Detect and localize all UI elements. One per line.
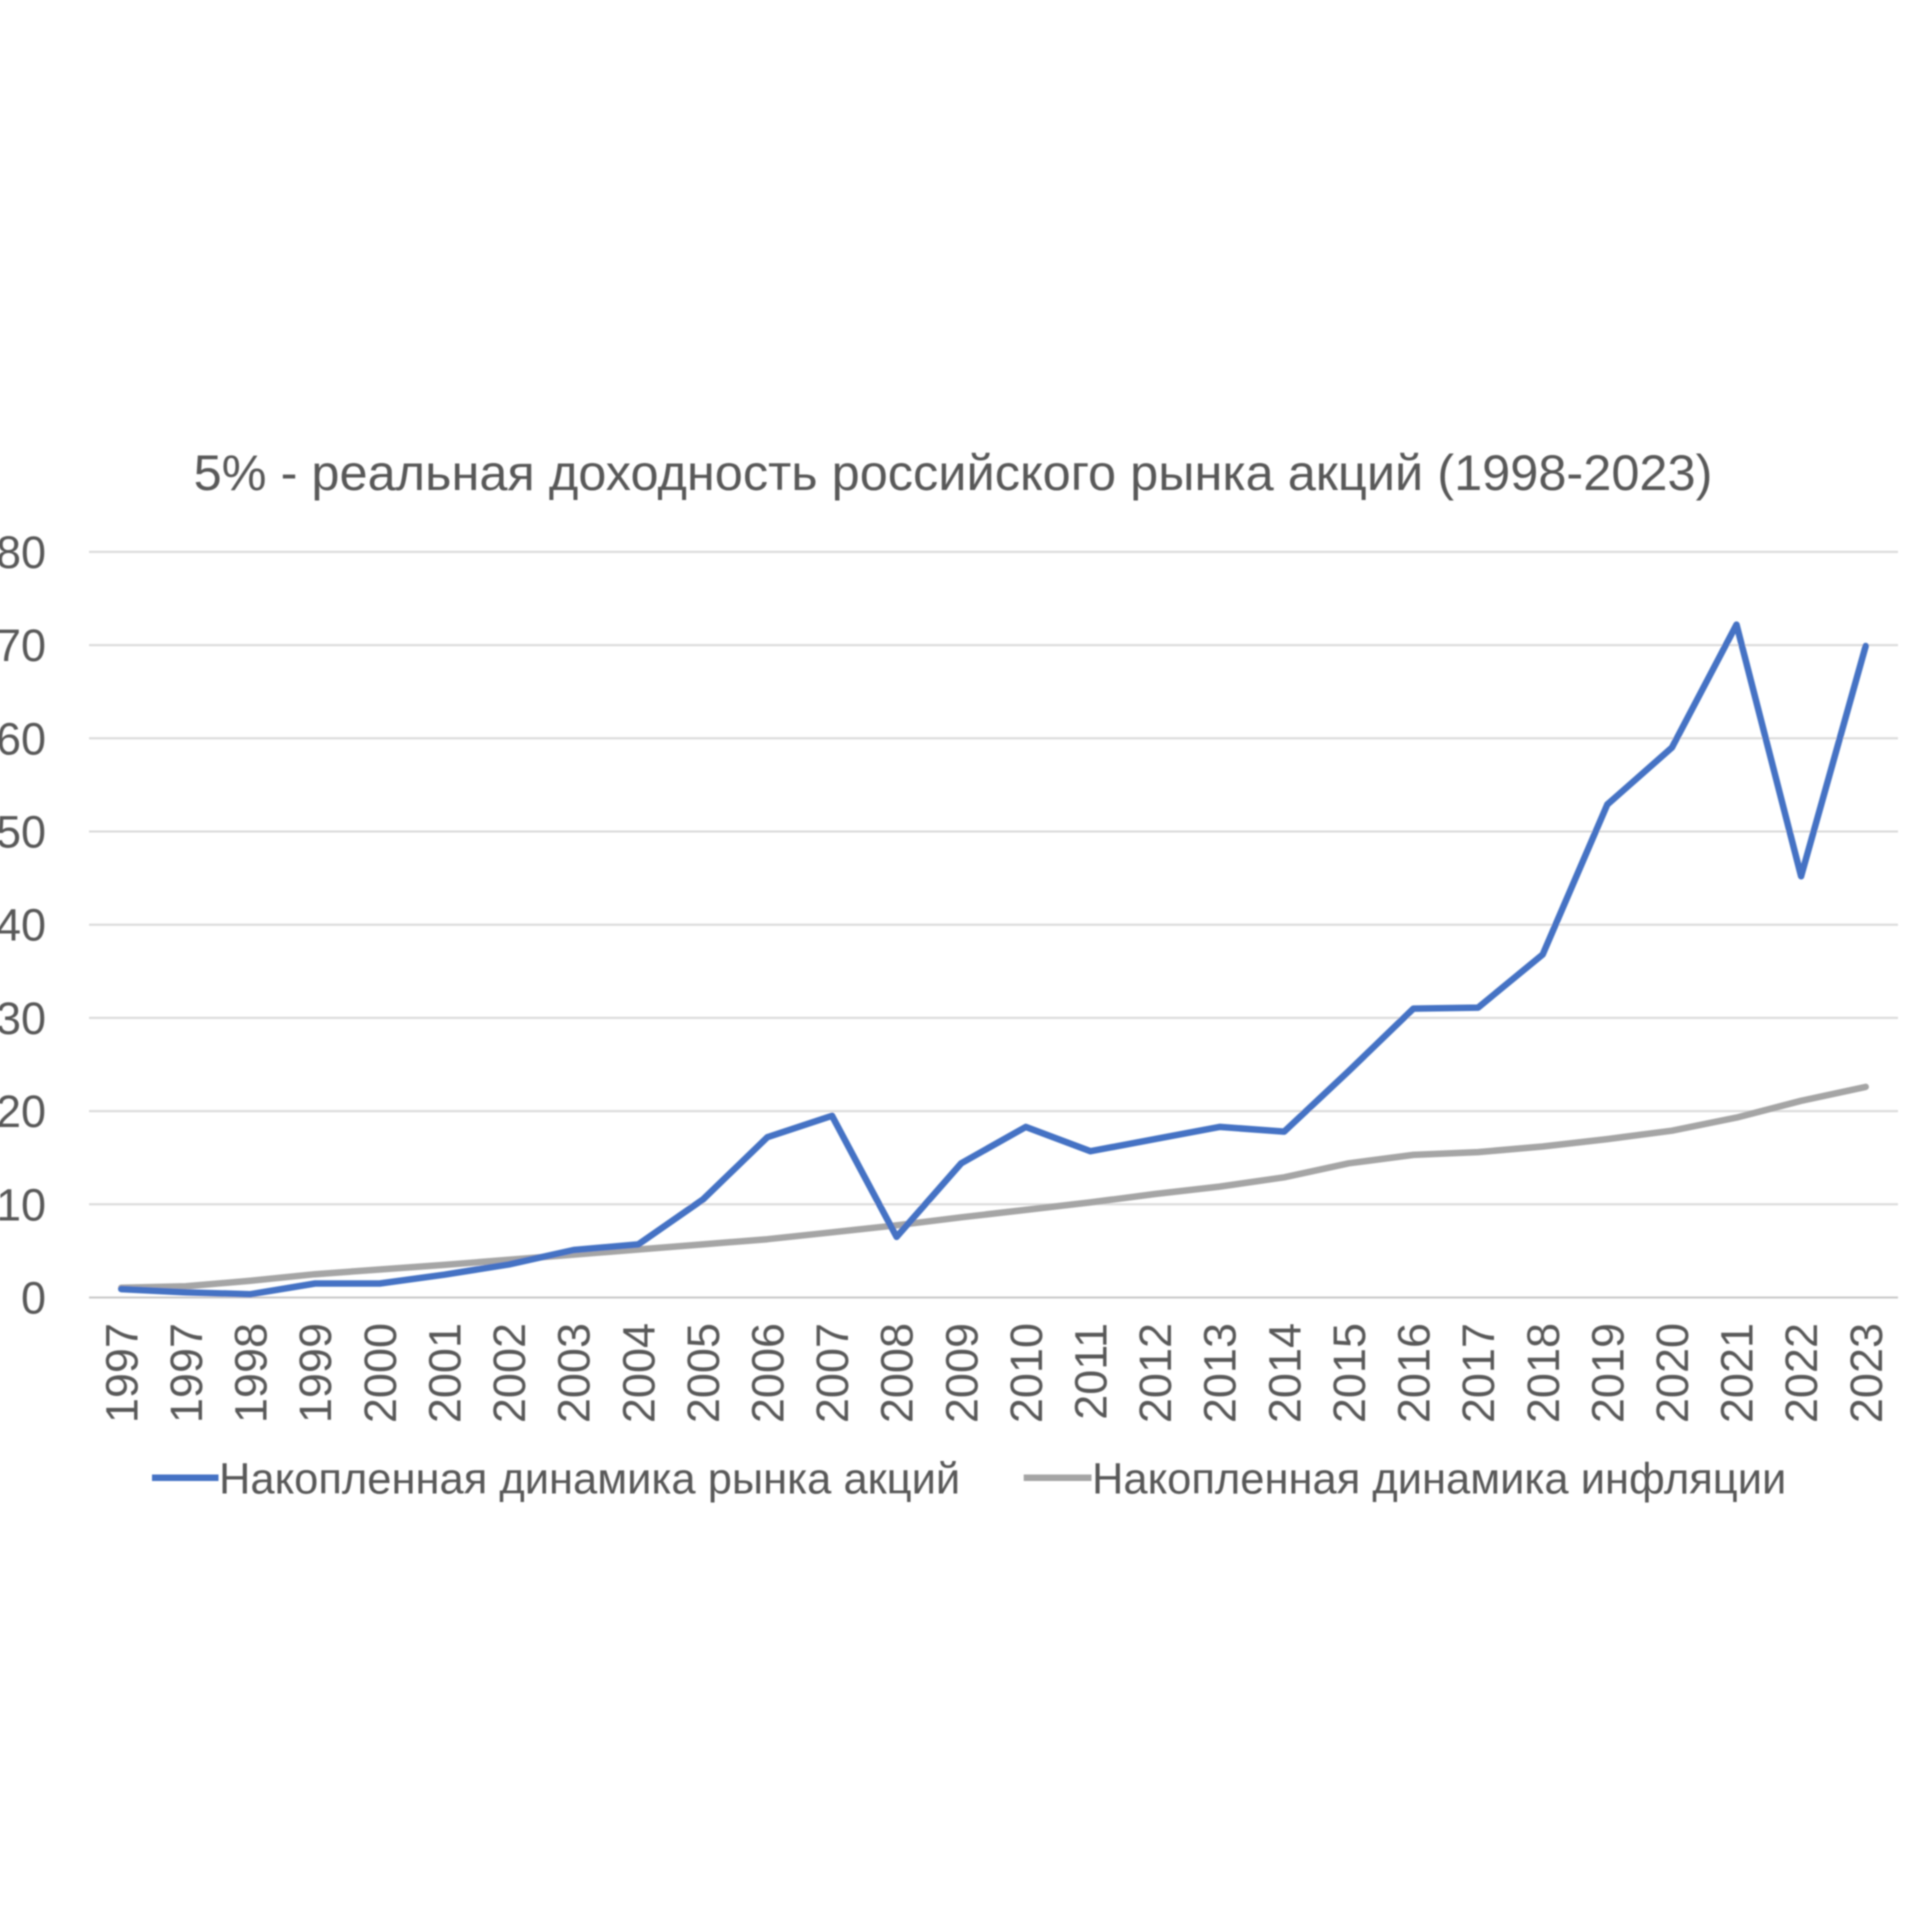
svg-text:2000: 2000: [355, 1323, 406, 1423]
svg-text:2007: 2007: [807, 1323, 858, 1423]
svg-text:20: 20: [0, 1086, 46, 1137]
svg-text:2011: 2011: [1066, 1323, 1117, 1420]
svg-text:2017: 2017: [1453, 1323, 1504, 1423]
svg-text:0: 0: [21, 1273, 46, 1324]
svg-text:5% - реальная доходность росси: 5% - реальная доходность российского рын…: [194, 444, 1713, 501]
svg-text:Накопленная динамика инфляции: Накопленная динамика инфляции: [1092, 1456, 1786, 1504]
svg-text:Накопленная динамика рынка акц: Накопленная динамика рынка акций: [219, 1456, 960, 1504]
svg-text:30: 30: [0, 993, 46, 1044]
svg-text:2002: 2002: [484, 1323, 535, 1423]
svg-text:1999: 1999: [290, 1323, 341, 1423]
svg-text:2012: 2012: [1130, 1323, 1181, 1423]
svg-text:2001: 2001: [419, 1323, 470, 1423]
svg-text:2015: 2015: [1324, 1323, 1375, 1423]
svg-text:2008: 2008: [872, 1323, 923, 1423]
svg-text:2006: 2006: [743, 1323, 794, 1423]
svg-text:10: 10: [0, 1179, 46, 1230]
svg-text:60: 60: [0, 713, 46, 764]
svg-text:2022: 2022: [1776, 1323, 1827, 1423]
svg-text:2019: 2019: [1582, 1323, 1633, 1423]
svg-text:2003: 2003: [549, 1323, 600, 1423]
svg-text:2010: 2010: [1001, 1323, 1052, 1423]
svg-text:2020: 2020: [1647, 1323, 1698, 1423]
svg-text:50: 50: [0, 807, 46, 858]
svg-text:2014: 2014: [1259, 1323, 1310, 1423]
svg-text:1998: 1998: [226, 1323, 277, 1423]
svg-text:2016: 2016: [1389, 1323, 1440, 1423]
svg-text:80: 80: [0, 527, 46, 578]
svg-text:40: 40: [0, 900, 46, 951]
svg-text:1997: 1997: [161, 1323, 212, 1423]
svg-text:2013: 2013: [1195, 1323, 1246, 1423]
svg-text:2021: 2021: [1712, 1323, 1763, 1423]
svg-text:70: 70: [0, 620, 46, 671]
svg-text:2023: 2023: [1841, 1323, 1892, 1423]
svg-text:2004: 2004: [613, 1323, 664, 1423]
svg-text:1997: 1997: [96, 1323, 147, 1423]
svg-text:2009: 2009: [936, 1323, 987, 1423]
svg-text:2018: 2018: [1518, 1323, 1569, 1423]
svg-text:2005: 2005: [678, 1323, 729, 1423]
